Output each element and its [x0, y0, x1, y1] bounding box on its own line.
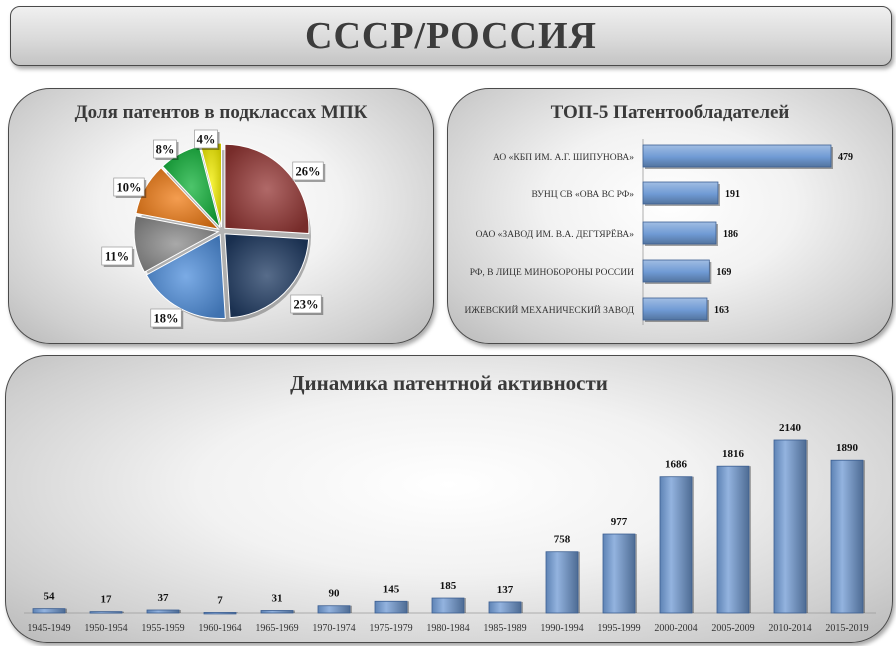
activity-bar-1 [32, 608, 66, 614]
activity-category-label-7: 1975-1979 [369, 623, 412, 634]
top5-category-label-3: ОАО «ЗАВОД ИМ. В.А. ДЕГТЯРЁВА» [476, 228, 635, 240]
activity-bar-5 [260, 610, 294, 614]
activity-chart-title: Динамика патентной активности [290, 371, 608, 395]
activity-bar-6 [317, 605, 351, 614]
activity-category-label-13: 2005-2009 [711, 623, 754, 634]
activity-bar-13 [716, 465, 750, 614]
top5-bar-4 [642, 259, 710, 283]
top5-value-label-3: 186 [723, 229, 738, 240]
top5-category-label-5: ИЖЕВСКИЙ МЕХАНИЧЕСКИЙ ЗАВОД [464, 304, 634, 316]
activity-value-label-1: 54 [44, 591, 56, 603]
top5-category-label-2: ВУНЦ СВ «ОВА ВС РФ» [532, 190, 635, 200]
pie-label-box-5 [113, 177, 145, 197]
activity-value-label-2: 17 [101, 594, 113, 606]
page-title-bar: СССР/РОССИЯ [10, 6, 892, 66]
pie-data-label-3: 18% [154, 312, 179, 326]
activity-category-label-9: 1985-1989 [483, 623, 526, 634]
activity-category-label-15: 2015-2019 [825, 623, 868, 634]
pie-label-box-7 [194, 129, 218, 149]
pie-chart-title: Доля патентов в подклассах МПК [74, 102, 368, 123]
activity-value-label-7: 145 [383, 583, 400, 595]
top5-value-label-1: 479 [838, 152, 853, 163]
pie-label-box-4 [101, 246, 133, 266]
pie-chart-panel: Доля патентов в подклассах МПК 26% 23% 18%… [8, 88, 434, 344]
activity-bar-9 [488, 601, 522, 614]
top5-bar-chart: АО «КБП ИМ. А.Г. ШИПУНОВА» 479 ВУНЦ СВ «ОВ… [464, 139, 853, 325]
activity-value-label-9: 137 [497, 584, 514, 596]
activity-bar-3 [146, 609, 180, 614]
pie-slice-2 [224, 233, 310, 319]
activity-value-label-6: 90 [329, 588, 341, 600]
activity-column-chart: 54 1945-1949 17 1950-1954 37 1955-1959 7 1960-1… [24, 422, 876, 634]
top5-bar-1 [642, 144, 832, 168]
top5-value-label-2: 191 [725, 189, 740, 200]
activity-value-label-3: 37 [158, 592, 170, 604]
page-title: СССР/РОССИЯ [305, 15, 597, 57]
activity-category-label-3: 1955-1959 [141, 623, 184, 634]
pie-slice-4 [133, 215, 220, 273]
top5-bar-2 [642, 181, 719, 205]
activity-category-label-10: 1990-1994 [540, 623, 583, 634]
activity-bar-7 [374, 600, 408, 614]
pie-data-label-1: 26% [296, 165, 321, 179]
activity-bar-12 [659, 476, 693, 614]
pie-data-label-4: 11% [105, 250, 129, 264]
activity-category-label-12: 2000-2004 [654, 623, 697, 634]
pie-data-label-6: 8% [156, 143, 175, 157]
top5-chart-title: ТОП-5 Патентообладателей [550, 102, 790, 123]
pie-label-box-3 [150, 308, 182, 328]
activity-bar-15 [830, 459, 864, 614]
pie-label-box-1 [292, 161, 324, 181]
pie-slice-3 [145, 233, 226, 319]
activity-bar-4 [203, 612, 237, 615]
activity-category-label-6: 1970-1974 [312, 623, 355, 634]
activity-category-label-11: 1995-1999 [597, 623, 640, 634]
activity-category-label-5: 1965-1969 [255, 623, 298, 634]
activity-category-label-2: 1950-1954 [84, 623, 127, 634]
top5-bar-5 [642, 297, 708, 321]
pie-data-label-5: 10% [117, 181, 142, 195]
pie-slice-1 [224, 143, 310, 235]
activity-value-label-10: 758 [554, 534, 571, 546]
pie-slice-5 [135, 167, 220, 230]
activity-value-label-14: 2140 [779, 422, 802, 434]
activity-category-label-14: 2010-2014 [768, 623, 811, 634]
activity-value-label-15: 1890 [836, 442, 859, 454]
top5-category-label-1: АО «КБП ИМ. А.Г. ШИПУНОВА» [493, 153, 634, 163]
activity-category-label-4: 1960-1964 [198, 623, 241, 634]
activity-value-label-8: 185 [440, 580, 457, 592]
top5-value-label-4: 169 [716, 267, 731, 278]
top5-category-label-4: РФ, В ЛИЦЕ МИНОБОРОНЫ РОССИИ [470, 268, 634, 278]
activity-chart-panel: Динамика патентной активности 54 1945-194… [5, 355, 893, 643]
activity-value-label-13: 1816 [722, 448, 745, 460]
top5-bar-3 [642, 221, 717, 245]
activity-value-label-5: 31 [272, 592, 283, 604]
activity-category-label-8: 1980-1984 [426, 623, 469, 634]
activity-bar-2 [89, 611, 123, 614]
top5-value-label-5: 163 [714, 305, 729, 316]
activity-value-label-12: 1686 [665, 459, 688, 471]
pie-data-label-2: 23% [294, 298, 319, 312]
pie-data-label-7: 4% [197, 133, 216, 147]
activity-bar-11 [602, 533, 636, 614]
activity-value-label-4: 7 [217, 594, 223, 606]
activity-bar-14 [773, 439, 807, 614]
activity-bar-10 [545, 551, 579, 614]
activity-bar-8 [431, 597, 465, 614]
activity-value-label-11: 977 [611, 516, 628, 528]
pie-chart: 26% 23% 18% 11% 10% 8% 4% [101, 129, 326, 329]
pie-label-box-2 [290, 294, 322, 314]
activity-category-label-1: 1945-1949 [27, 623, 70, 634]
top5-chart-panel: ТОП-5 Патентообладателей АО «КБП ИМ. А.Г… [447, 88, 893, 344]
pie-label-box-6 [153, 139, 177, 159]
